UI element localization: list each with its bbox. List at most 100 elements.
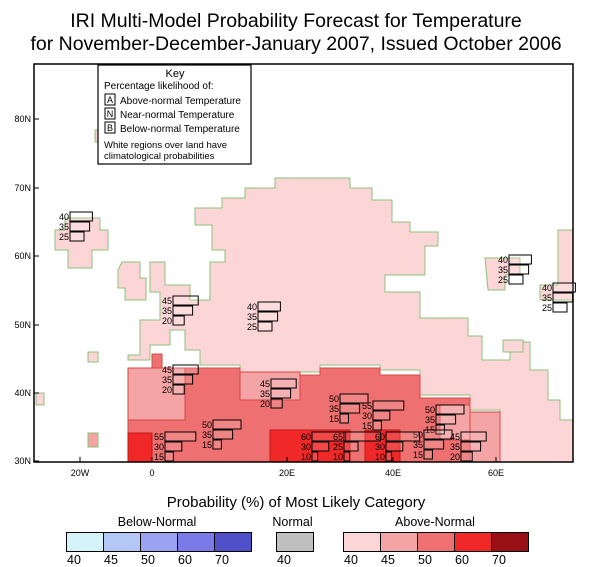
- latitude-axis: 80N 70N 60N 50N 40N 30N: [14, 114, 39, 466]
- lat-label: 30N: [14, 456, 31, 466]
- probability-glyphs: 4035254535204035254035254035254535204535…: [59, 211, 576, 462]
- glyph-value: 40: [498, 255, 508, 265]
- glyph-bar: [212, 429, 234, 440]
- glyph-bar: [435, 414, 457, 425]
- glyph-bar: [508, 254, 532, 265]
- shading-above-60: [127, 429, 401, 462]
- glyph-bar: [372, 410, 391, 421]
- glyph-value: 30: [301, 442, 311, 452]
- glyph-bar: [172, 384, 185, 395]
- glyph-bar: [172, 374, 194, 385]
- glyph-value: 60: [301, 432, 311, 442]
- glyph-bar: [460, 441, 482, 452]
- glyph-value: 55: [362, 401, 372, 411]
- glyph-value: 35: [450, 442, 460, 452]
- legend-above-tick: 45: [381, 553, 395, 567]
- glyph-value: 15: [329, 414, 339, 424]
- glyph-value: 40: [247, 302, 257, 312]
- legend-below-swatch: [104, 533, 141, 551]
- glyph-value: 10: [333, 452, 343, 462]
- glyph-bar: [311, 431, 347, 442]
- glyph-value: 30: [375, 442, 385, 452]
- legend-below-label: Below-Normal: [117, 515, 197, 529]
- glyph-value: 60: [375, 432, 385, 442]
- legend-below-swatch: [178, 533, 215, 551]
- glyph-bar: [172, 305, 194, 316]
- key-item-below: Below-normal Temperature: [120, 124, 240, 135]
- glyph-value: 40: [59, 212, 69, 222]
- legend-above-tick: 60: [455, 553, 469, 567]
- legend-below-tick: 70: [215, 553, 229, 567]
- legend-below-swatch: [67, 533, 104, 551]
- glyph-bar: [270, 378, 297, 389]
- glyph-bar: [343, 431, 381, 442]
- key-letter-b: B: [107, 123, 113, 133]
- lat-label: 60N: [14, 251, 31, 261]
- glyph-value: 20: [260, 399, 270, 409]
- glyph-bar: [172, 295, 199, 306]
- map-title-line-2: for November-December-January 2007, Issu…: [30, 33, 562, 55]
- legend-below-tick: 60: [178, 553, 192, 567]
- glyph-bar: [372, 420, 382, 431]
- legend-below-tick: 45: [104, 553, 118, 567]
- glyph-bar: [164, 441, 183, 452]
- glyph-value: 50: [202, 420, 212, 430]
- glyph-value: 50: [425, 405, 435, 415]
- glyph-bar: [311, 441, 330, 452]
- glyph-bar: [343, 451, 351, 462]
- longitude-axis: 20W 0 20E 40E 60E: [71, 457, 504, 478]
- lat-label: 40N: [14, 388, 31, 398]
- glyph-value: 45: [260, 379, 270, 389]
- glyph-value: 25: [542, 303, 552, 313]
- glyph-bar: [552, 282, 576, 293]
- glyph-value: 35: [202, 430, 212, 440]
- glyph-value: 25: [59, 232, 69, 242]
- glyph-value: 15: [202, 440, 212, 450]
- key-subtitle: Percentage likelihood of:: [104, 81, 214, 92]
- glyph-bar: [212, 419, 242, 430]
- glyph-bar: [69, 211, 93, 222]
- glyph-bar: [69, 221, 91, 232]
- glyph-value: 25: [333, 442, 343, 452]
- probability-shading: [35, 129, 573, 462]
- lon-label: 20E: [279, 468, 295, 478]
- glyph-bar: [423, 449, 433, 460]
- glyph-value: 15: [154, 452, 164, 462]
- shading-above-40-europe: [127, 177, 573, 462]
- key-note-line-1: White regions over land have: [104, 140, 227, 151]
- legend-above-tick: 40: [344, 553, 358, 567]
- glyph-value: 65: [333, 432, 343, 442]
- lon-label: 0: [149, 468, 154, 478]
- glyph-value: 10: [375, 452, 385, 462]
- glyph-bar: [257, 321, 273, 332]
- glyph-value: 35: [162, 375, 172, 385]
- map-title-line-1: IRI Multi-Model Probability Forecast for…: [70, 10, 522, 32]
- glyph-bar: [69, 231, 85, 242]
- glyph-bar: [460, 431, 487, 442]
- legend-below-tick: 40: [67, 553, 81, 567]
- legend-above-tick: 50: [418, 553, 432, 567]
- glyph-value: 25: [498, 275, 508, 285]
- legend-above-swatch: [418, 533, 455, 551]
- glyph-value: 30: [154, 442, 164, 452]
- glyph-value: 25: [247, 322, 257, 332]
- glyph-value: 20: [450, 452, 460, 462]
- map-frame: [33, 63, 574, 463]
- glyph-value: 55: [154, 432, 164, 442]
- key-item-above: Above-normal Temperature: [120, 96, 241, 107]
- glyph-bar: [270, 398, 283, 409]
- legend-normal-label: Normal: [272, 515, 313, 529]
- glyph-bar: [460, 451, 473, 462]
- key-letter-a: A: [107, 95, 113, 105]
- lon-label: 60E: [488, 468, 504, 478]
